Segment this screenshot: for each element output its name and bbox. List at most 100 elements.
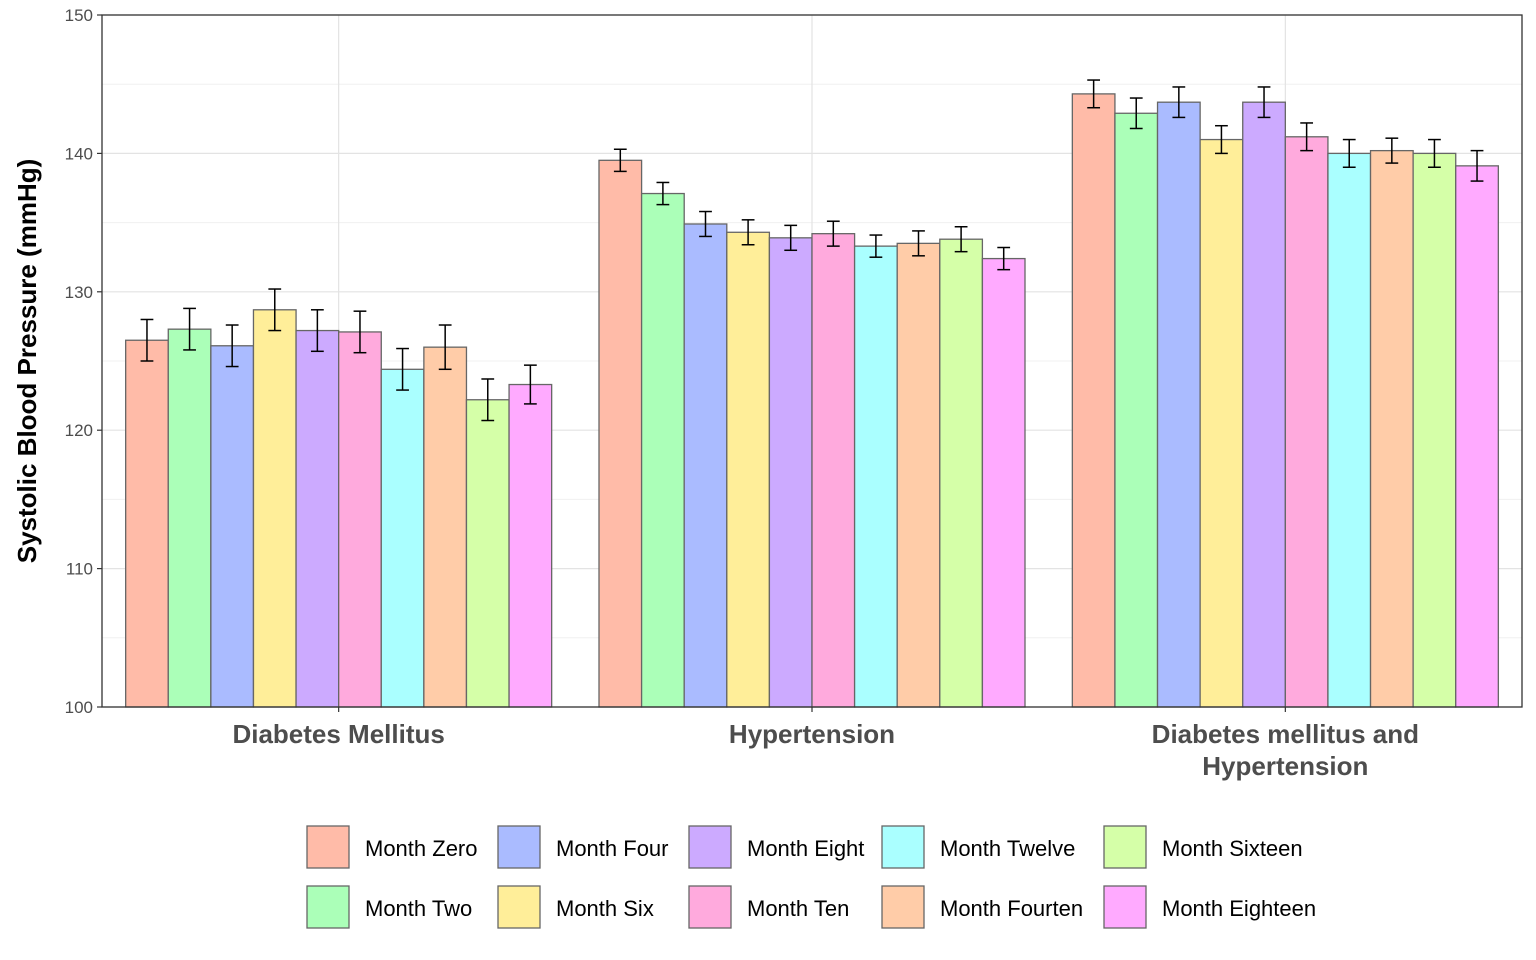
bar-month-two-2 <box>1114 112 1159 708</box>
error-bar <box>353 310 367 354</box>
x-category-label-line: Diabetes mellitus and <box>1152 719 1419 749</box>
bar-month-fourten-2 <box>1369 149 1414 708</box>
bar-month-four-1 <box>683 223 728 708</box>
error-bar <box>1300 122 1314 152</box>
legend-label: Month Four <box>556 836 669 861</box>
y-tick-label: 130 <box>65 283 93 302</box>
legend-item: Month Six <box>497 885 654 929</box>
bar-month-fourten-0 <box>423 346 468 708</box>
legend-swatch <box>688 885 732 929</box>
error-bar <box>954 226 968 253</box>
legend-swatch <box>1103 825 1147 869</box>
bar-month-twelve-1 <box>853 245 898 708</box>
error-bar <box>912 230 925 257</box>
x-category-label: Diabetes Mellitus <box>232 719 444 749</box>
error-bar <box>396 347 409 391</box>
legend-swatch <box>881 825 925 869</box>
legend-swatch <box>1103 885 1147 929</box>
error-bar <box>1428 138 1441 168</box>
bar-month-sixteen-2 <box>1412 152 1457 708</box>
legend-label: Month Ten <box>747 896 849 921</box>
legend-item: Month Eighteen <box>1103 885 1316 929</box>
bar-month-two-1 <box>640 192 685 708</box>
legend-label: Month Eighteen <box>1162 896 1316 921</box>
bar-month-ten-0 <box>338 331 382 708</box>
bar-month-eight-2 <box>1242 101 1286 708</box>
error-bar <box>1470 149 1484 182</box>
error-bar <box>1129 97 1143 130</box>
bar-month-eighteen-2 <box>1455 165 1499 708</box>
legend-item: Month Zero <box>306 825 478 869</box>
error-bar <box>438 324 452 371</box>
error-bar <box>310 309 324 353</box>
bar-month-sixteen-1 <box>939 238 984 708</box>
bar-month-six-0 <box>252 309 297 708</box>
x-category-label-line: Diabetes Mellitus <box>232 719 444 749</box>
legend-label: Month Two <box>365 896 472 921</box>
x-axis: Diabetes Mellitus Hypertension Diabetes me… <box>232 707 1419 781</box>
x-category-label-line: Hypertension <box>729 719 895 749</box>
bar-month-fourten-1 <box>896 242 941 708</box>
bar-month-four-2 <box>1156 101 1201 708</box>
legend-item: Month Eight <box>688 825 864 869</box>
legend-label: Month Fourten <box>940 896 1083 921</box>
error-bar <box>1215 124 1228 155</box>
error-bar <box>613 148 627 173</box>
error-bar <box>869 234 883 258</box>
error-bar <box>997 246 1011 271</box>
legend-label: Month Twelve <box>940 836 1075 861</box>
error-bar <box>699 210 712 238</box>
x-category-label-line: Hypertension <box>1202 751 1368 781</box>
legend-swatch <box>306 885 350 929</box>
bar-month-zero-0 <box>125 339 169 708</box>
legend-label: Month Eight <box>747 836 864 861</box>
y-tick-label: 110 <box>66 560 93 579</box>
legend-swatch <box>497 885 541 929</box>
legend-item: Month Four <box>497 825 669 869</box>
y-axis-title: Systolic Blood Pressure (mmHg) <box>12 159 42 564</box>
error-bar <box>140 318 154 362</box>
error-bar <box>523 364 537 405</box>
bar-month-twelve-2 <box>1327 152 1372 708</box>
legend-item: Month Twelve <box>881 825 1075 869</box>
bar-month-six-2 <box>1199 138 1244 708</box>
legend-swatch <box>497 825 541 869</box>
y-axis: 100 110 120 130 140 150 <box>65 6 102 717</box>
error-bar <box>1385 137 1399 164</box>
legend-label: Month Zero <box>365 836 478 861</box>
error-bar <box>741 219 755 246</box>
error-bar <box>225 324 239 368</box>
error-bar <box>1172 86 1186 119</box>
error-bar <box>784 224 798 252</box>
error-bar <box>656 181 670 206</box>
bar-month-eight-0 <box>295 329 340 708</box>
y-tick-label: 100 <box>65 698 93 717</box>
error-bar <box>183 307 196 351</box>
error-bars <box>140 79 1484 422</box>
legend-label: Month Sixteen <box>1162 836 1303 861</box>
bar-month-twelve-0 <box>380 368 425 708</box>
x-category-label: Hypertension <box>729 719 895 749</box>
bar-month-four-0 <box>210 345 255 708</box>
y-tick-label: 140 <box>65 144 93 163</box>
legend: Month Zero Month Two Month Four Month Six Mo… <box>306 825 1316 929</box>
x-category-label: Diabetes mellitus and Hypertension <box>1152 719 1419 781</box>
bar-month-two-0 <box>167 328 212 708</box>
bar-month-sixteen-0 <box>465 399 510 708</box>
legend-swatch <box>306 825 350 869</box>
bar-month-zero-1 <box>598 159 643 708</box>
error-bar <box>481 378 495 422</box>
legend-item: Month Ten <box>688 885 849 929</box>
bar-month-six-1 <box>726 231 771 708</box>
error-bar <box>1087 79 1101 109</box>
legend-item: Month Two <box>306 885 472 929</box>
y-tick-label: 120 <box>65 421 93 440</box>
error-bar <box>826 220 840 247</box>
bar-month-ten-1 <box>811 233 856 708</box>
bar-month-ten-2 <box>1284 136 1329 708</box>
error-bar <box>1342 138 1356 168</box>
y-tick-label: 150 <box>65 6 93 25</box>
bar-month-eighteen-1 <box>981 257 1026 708</box>
error-bar <box>1257 86 1271 119</box>
